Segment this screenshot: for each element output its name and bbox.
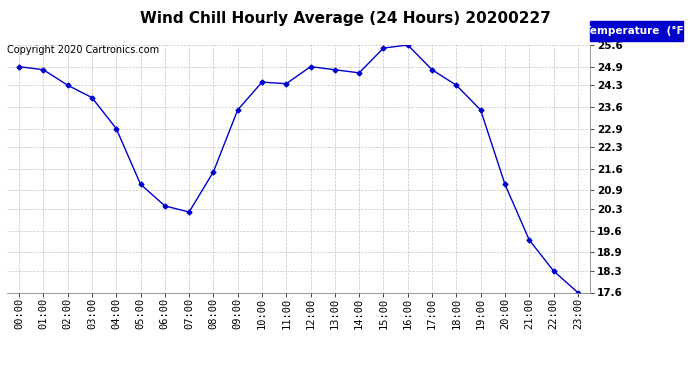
- Text: Copyright 2020 Cartronics.com: Copyright 2020 Cartronics.com: [7, 45, 159, 55]
- Text: Temperature  (°F): Temperature (°F): [584, 26, 689, 36]
- Text: Wind Chill Hourly Average (24 Hours) 20200227: Wind Chill Hourly Average (24 Hours) 202…: [139, 11, 551, 26]
